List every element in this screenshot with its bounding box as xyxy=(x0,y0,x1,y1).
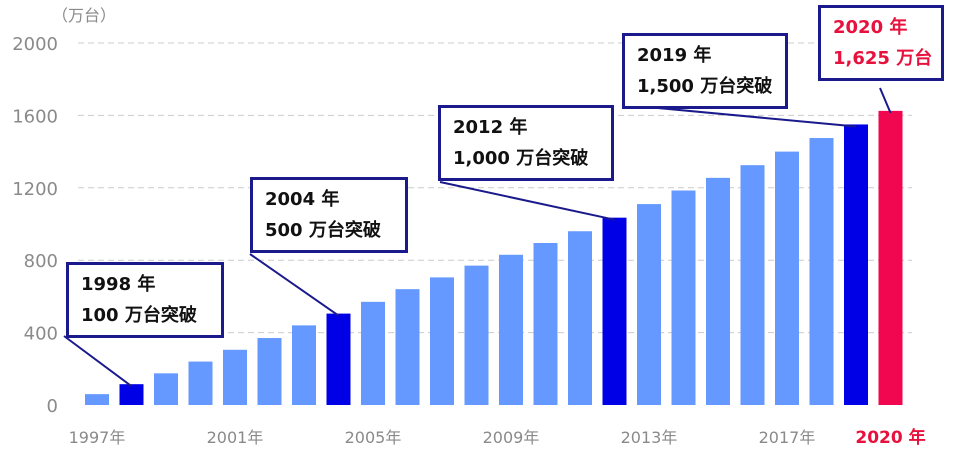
bar-2008 xyxy=(464,265,489,405)
bar-1999 xyxy=(154,373,178,405)
x-tick-label-2020: 2020 年 xyxy=(855,427,925,448)
callout-2012-year: 2012 年 xyxy=(453,117,528,138)
callout-2020: 2020 年 1,625 万台 xyxy=(818,5,944,81)
bar-2018 xyxy=(809,138,834,405)
y-tick-label-0: 0 xyxy=(47,396,58,417)
bar-2013 xyxy=(637,204,661,405)
x-axis-tick-labels: 1997年 2001年 2005年 2009年 2013年 2017年 2020 年 xyxy=(69,427,926,448)
callout-1998-text: 100 万台突破 xyxy=(81,305,197,326)
bar-2019 xyxy=(844,124,868,405)
bar-2016 xyxy=(740,165,765,405)
callout-2004: 2004 年 500 万台突破 xyxy=(250,177,408,253)
callout-2012: 2012 年 1,000 万台突破 xyxy=(438,105,614,181)
y-tick-label-1600: 1600 xyxy=(12,106,58,127)
bar-2009 xyxy=(499,254,523,405)
callout-1998-year: 1998 年 xyxy=(81,274,156,295)
y-axis-tick-labels: 0 400 800 1200 1600 2000 xyxy=(12,34,58,417)
y-tick-label-800: 800 xyxy=(24,251,58,272)
callout-2012-text: 1,000 万台突破 xyxy=(453,148,589,169)
bar-2002 xyxy=(257,338,282,405)
bar-2004 xyxy=(326,313,351,405)
y-tick-label-2000: 2000 xyxy=(12,34,58,55)
x-tick-label-2001: 2001年 xyxy=(207,428,264,447)
bar-2006 xyxy=(395,289,420,405)
callout-2004-year: 2004 年 xyxy=(265,189,340,210)
bar-2005 xyxy=(361,301,385,405)
callout-2020-year: 2020 年 xyxy=(833,17,908,38)
y-tick-label-400: 400 xyxy=(24,324,58,345)
bar-2015 xyxy=(706,177,730,405)
callout-2004-text: 500 万台突破 xyxy=(265,220,381,241)
bar-2020 xyxy=(878,110,903,405)
bar-2007 xyxy=(430,277,454,405)
bar-2014 xyxy=(671,190,696,405)
leader-line-2012 xyxy=(439,181,615,221)
callout-2019: 2019 年 1,500 万台突破 xyxy=(622,33,788,109)
bar-2003 xyxy=(292,325,316,405)
bar-2011 xyxy=(568,231,592,405)
leader-line-2020 xyxy=(879,87,892,114)
bars xyxy=(85,110,903,405)
y-tick-label-1200: 1200 xyxy=(12,179,58,200)
callout-2019-year: 2019 年 xyxy=(637,45,712,66)
bar-2001 xyxy=(223,349,247,405)
x-tick-label-1997: 1997年 xyxy=(69,428,126,447)
bar-1997 xyxy=(85,394,109,405)
bar-1998 xyxy=(119,384,144,405)
x-tick-label-2005: 2005年 xyxy=(345,428,402,447)
bar-2000 xyxy=(188,361,213,405)
callout-2019-text: 1,500 万台突破 xyxy=(637,76,773,97)
x-tick-label-2009: 2009年 xyxy=(483,428,540,447)
leader-line-1998 xyxy=(63,335,133,387)
x-tick-label-2017: 2017年 xyxy=(759,428,816,447)
leader-line-2004 xyxy=(249,253,340,317)
bar-2017 xyxy=(775,151,799,405)
x-tick-label-2013: 2013年 xyxy=(621,428,678,447)
bar-2012 xyxy=(602,217,627,405)
y-axis-unit-label: （万台） xyxy=(52,6,117,25)
bar-2010 xyxy=(533,243,558,405)
callout-2020-text: 1,625 万台 xyxy=(833,48,933,69)
callout-1998: 1998 年 100 万台突破 xyxy=(66,262,224,338)
